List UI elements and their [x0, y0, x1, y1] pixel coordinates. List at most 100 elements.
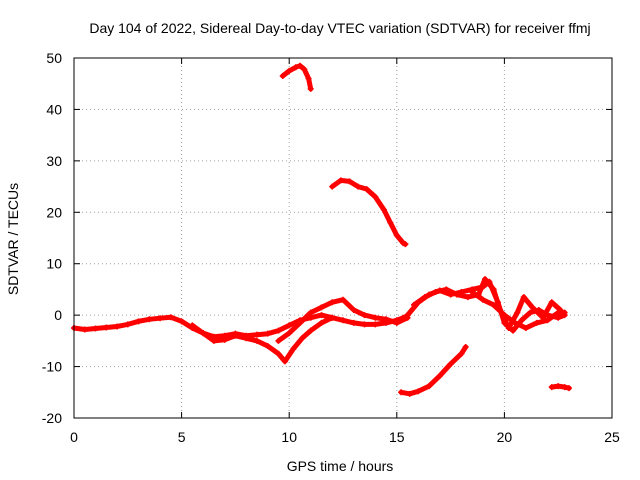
- data-point: [447, 361, 454, 367]
- data-point: [157, 315, 164, 322]
- axis-ticks: 0 5 10 15 20 25 -20 -10 0 10 20 30 40 50: [42, 50, 620, 445]
- data-point: [275, 327, 282, 334]
- data-point: [307, 309, 314, 316]
- data-point: [402, 241, 409, 248]
- data-point: [479, 296, 486, 303]
- data-point: [505, 325, 512, 331]
- data-point: [565, 385, 572, 392]
- data-point: [346, 178, 353, 185]
- data-point: [398, 389, 405, 396]
- plot-frame: [73, 57, 613, 419]
- data-point: [361, 321, 368, 328]
- series-line: [71, 312, 406, 340]
- data-point: [490, 301, 497, 308]
- data-point: [264, 330, 271, 337]
- data-point: [253, 337, 260, 344]
- data-point: [426, 383, 433, 390]
- data-point: [178, 318, 185, 325]
- data-point: [350, 307, 357, 313]
- data-point: [124, 321, 131, 328]
- data-point: [501, 312, 508, 319]
- data-point: [404, 312, 411, 319]
- data-point: [561, 309, 568, 316]
- data-point: [555, 314, 562, 321]
- data-point: [464, 294, 471, 301]
- data-point: [411, 301, 418, 308]
- data-point: [393, 319, 400, 326]
- data-point: [299, 335, 306, 342]
- data-point: [372, 321, 379, 328]
- data-point: [200, 330, 207, 337]
- data-point: [307, 85, 314, 92]
- data-point: [296, 319, 303, 326]
- data-point: [189, 322, 196, 329]
- series-line: [469, 289, 568, 331]
- data-point: [520, 294, 527, 301]
- series-dip-track: [189, 314, 336, 365]
- y-tick-label: 30: [46, 153, 62, 169]
- y-axis-label: SDTVAR / TECUs: [5, 183, 21, 295]
- data-point: [279, 73, 286, 79]
- y-tick-label: 0: [54, 307, 62, 323]
- data-point: [421, 294, 428, 301]
- data-point: [253, 331, 260, 338]
- y-tick-label: 50: [46, 50, 62, 66]
- data-point: [340, 317, 346, 324]
- data-point: [518, 317, 525, 324]
- data-point: [510, 327, 517, 334]
- series-line: [398, 344, 469, 397]
- x-tick-label: 10: [281, 429, 297, 445]
- data-point: [514, 309, 521, 316]
- data-point: [329, 314, 336, 321]
- data-point: [372, 314, 379, 321]
- data-point: [221, 336, 228, 343]
- data-point: [555, 383, 562, 390]
- data-point: [114, 323, 121, 330]
- x-tick-label: 20: [497, 429, 513, 445]
- data-point: [462, 344, 469, 351]
- data-point: [232, 332, 239, 339]
- data-point: [135, 318, 142, 325]
- y-tick-label: -10: [42, 359, 62, 375]
- data-point: [210, 337, 217, 344]
- data-point: [454, 291, 461, 298]
- data-point: [482, 276, 489, 283]
- series-peak-arc: [279, 62, 314, 92]
- data-point: [81, 326, 88, 333]
- data-point: [443, 286, 450, 293]
- data-point: [406, 390, 413, 397]
- y-tick-label: -20: [42, 410, 62, 426]
- data-point: [380, 206, 387, 213]
- data-point: [548, 384, 555, 391]
- gridlines: [74, 58, 612, 418]
- data-point: [363, 186, 370, 193]
- data-point: [432, 289, 439, 295]
- data-point: [281, 358, 288, 365]
- data-point: [329, 183, 336, 190]
- data-point: [167, 314, 174, 321]
- data-point: [527, 309, 534, 316]
- data-point: [318, 319, 325, 326]
- x-tick-label: 5: [178, 429, 186, 445]
- data-point: [301, 66, 308, 73]
- data-point: [286, 330, 293, 337]
- data-point: [522, 325, 529, 331]
- data-point: [469, 289, 476, 295]
- series-rise-track-3: [469, 289, 568, 331]
- data-point: [340, 296, 346, 303]
- data-point: [512, 319, 519, 326]
- x-tick-label: 0: [70, 429, 78, 445]
- data-point: [436, 372, 443, 379]
- data-point: [103, 324, 110, 331]
- series-low-arc: [398, 344, 469, 397]
- series-descending-arc: [329, 177, 409, 248]
- data-point: [361, 312, 368, 319]
- data-point: [350, 319, 357, 326]
- data-point: [372, 193, 379, 200]
- y-tick-label: 20: [46, 204, 62, 220]
- data-point: [398, 317, 405, 324]
- data-point: [533, 319, 540, 326]
- data-point: [146, 316, 153, 323]
- data-point: [318, 312, 325, 319]
- data-point: [355, 183, 362, 190]
